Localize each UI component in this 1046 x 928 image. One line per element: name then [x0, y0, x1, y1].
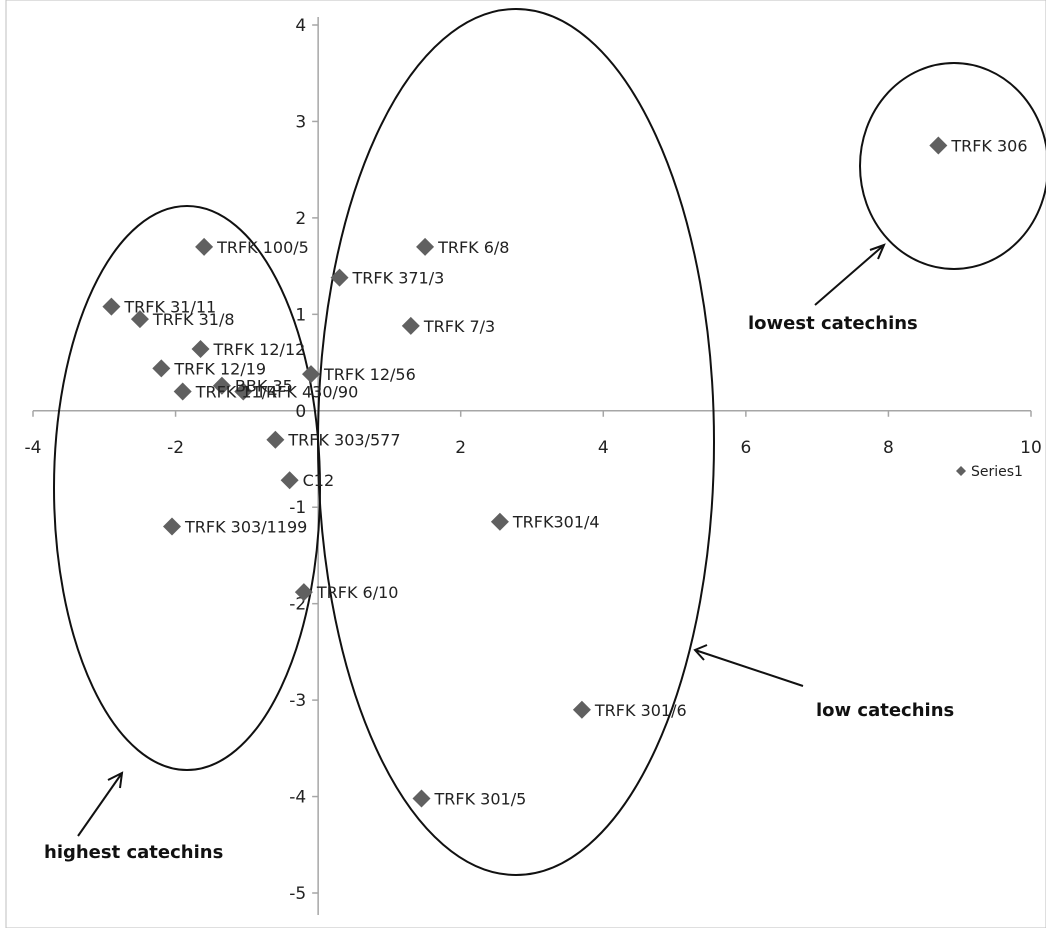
lowest-catechins-label: lowest catechins: [748, 313, 918, 334]
data-point-marker: [572, 700, 591, 719]
data-point-marker: [294, 583, 313, 602]
data-point-label: TRFK 7/3: [423, 317, 495, 336]
data-point-marker: [173, 382, 192, 401]
data-point-marker: [195, 237, 214, 256]
lowest-arrow-line: [814, 244, 885, 306]
data-point-marker: [130, 310, 149, 329]
lowest-arrow-head: [869, 243, 886, 260]
x-tick-label: -2: [167, 438, 184, 458]
data-point-label: TRFK 12/19: [173, 359, 266, 378]
y-tick-label: -4: [289, 788, 306, 808]
y-tick-label: 3: [295, 112, 306, 132]
x-tick-label: 6: [740, 438, 751, 458]
data-point-label: TRFK 12/56: [323, 365, 416, 384]
data-point-label: TRFK 430/90: [255, 382, 358, 401]
data-points: [102, 136, 948, 808]
data-point-marker: [416, 237, 435, 256]
highest-arrow-line: [77, 772, 123, 837]
data-point-label: C12: [303, 471, 335, 490]
data-point-label: TRFK 6/10: [316, 583, 399, 602]
data-point-label: TRFK 100/5: [216, 238, 309, 257]
data-point-label: TRFK 301/5: [434, 789, 527, 808]
data-point-label: BBK 35: [235, 377, 293, 396]
cluster-ellipses: [53, 8, 1046, 876]
data-point-label: TRFK 306: [950, 137, 1027, 156]
x-tick-label: -4: [25, 438, 42, 458]
low-arrow-line: [694, 649, 804, 687]
data-point-marker: [152, 359, 171, 378]
data-point-marker: [266, 430, 285, 449]
data-point-label: TRFK 303/577: [287, 431, 400, 450]
y-tick-label: 2: [295, 209, 306, 229]
y-tick-label: -2: [289, 595, 306, 615]
chart-frame: [5, 0, 1046, 928]
lowest-catechins-ellipse: [859, 62, 1046, 270]
data-point-marker: [330, 268, 349, 287]
y-tick-label: 1: [295, 305, 306, 325]
axes-layer: -4 -2 2 4 6 8 10 -5 -4 -3 -2 -1 0 1 2 3 4: [25, 16, 1042, 915]
data-point-label: TRFK 371/3: [352, 269, 445, 288]
data-point-marker: [929, 136, 948, 155]
data-point-label: TRFK301/4: [512, 513, 600, 532]
data-point-marker: [302, 365, 321, 384]
x-tick-label: 2: [455, 438, 466, 458]
point-labels: TRFK 306 TRFK 100/5 TRFK 6/8 TRFK 371/3 TRFK…: [123, 137, 1027, 809]
highest-arrow-head: [107, 771, 124, 789]
x-tick-label: 4: [598, 438, 609, 458]
data-point-label: TRFK 11/4: [195, 382, 278, 401]
low-arrow-head: [693, 644, 708, 661]
data-point-marker: [412, 789, 431, 808]
y-tick-label: 4: [295, 16, 306, 36]
legend-label-series1: Series1: [971, 464, 1023, 480]
low-catechins-ellipse: [317, 8, 715, 876]
data-point-label: TRFK 303/1199: [184, 518, 307, 537]
data-point-label: TRFK 12/12: [213, 340, 306, 359]
legend-marker: [956, 466, 966, 476]
data-point-label: TRFK 301/6: [594, 701, 687, 720]
data-point-label: TRFK 31/8: [152, 310, 235, 329]
legend: Series1: [956, 464, 1023, 480]
highest-catechins-label: highest catechins: [44, 842, 223, 863]
x-tick-label: 8: [883, 438, 894, 458]
data-point-marker: [191, 340, 210, 359]
annotations: highest catechins low catechins lowest c…: [44, 243, 954, 863]
low-catechins-label: low catechins: [816, 700, 954, 721]
data-point-label: TRFK 31/11: [123, 298, 216, 317]
data-point-marker: [102, 297, 121, 316]
y-tick-label: -5: [289, 884, 306, 904]
x-tick-label: 10: [1020, 438, 1042, 458]
y-tick-label: 0: [295, 402, 306, 422]
y-tick-label: -1: [289, 498, 306, 518]
data-point-marker: [401, 316, 420, 335]
data-point-label: TRFK 6/8: [437, 238, 509, 257]
y-tick-label: -3: [289, 691, 306, 711]
data-point-marker: [490, 512, 509, 531]
data-point-marker: [212, 376, 231, 395]
data-point-marker: [280, 471, 299, 490]
data-point-marker: [234, 382, 253, 401]
data-point-marker: [163, 517, 182, 536]
